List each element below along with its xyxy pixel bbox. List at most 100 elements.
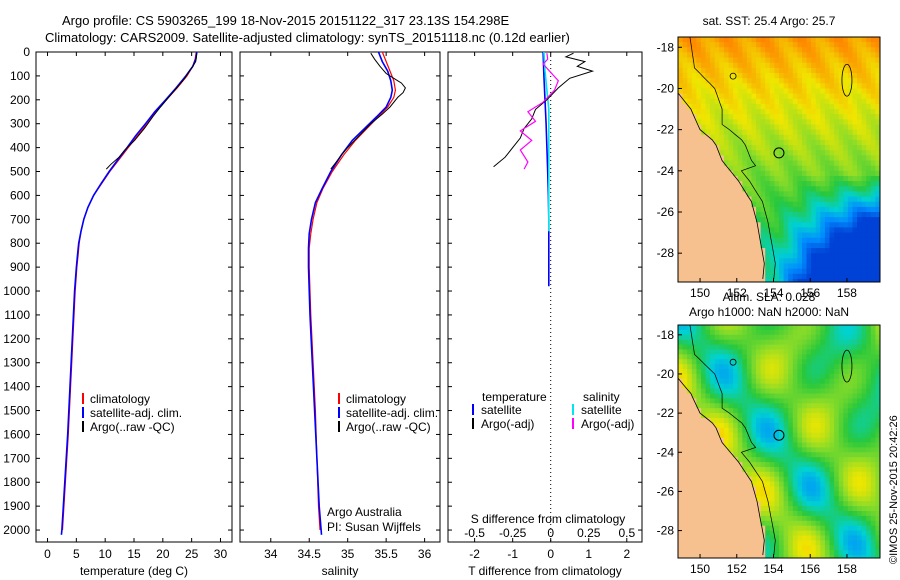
map-cell xyxy=(861,515,867,522)
map-cell xyxy=(765,139,771,146)
map-cell xyxy=(815,129,821,136)
map-cell xyxy=(779,103,785,110)
map-cell xyxy=(843,109,849,115)
map-cell xyxy=(843,349,849,355)
map-cell xyxy=(737,186,743,192)
map-cell xyxy=(815,442,821,448)
top-axis-label: S difference from climatology xyxy=(471,512,626,526)
map-cell xyxy=(723,217,730,223)
map-cell xyxy=(737,129,743,136)
map-cell xyxy=(824,201,831,208)
map-cell xyxy=(852,47,858,53)
map-cell xyxy=(880,264,885,270)
map-cell xyxy=(737,145,743,151)
map-cell xyxy=(829,73,835,79)
map-cell xyxy=(820,273,826,280)
map-cell xyxy=(756,486,762,492)
map-cell xyxy=(701,408,707,414)
map-cell xyxy=(847,227,854,234)
map-cell xyxy=(742,515,748,522)
map-cell xyxy=(852,273,858,280)
map-cell xyxy=(742,413,748,419)
map-cell xyxy=(678,545,684,551)
map-cell xyxy=(701,486,707,492)
map-cell xyxy=(802,515,808,522)
map-cell xyxy=(756,217,762,223)
map-cell xyxy=(806,119,812,126)
map-cell xyxy=(847,160,854,167)
map-cell xyxy=(880,63,885,69)
map-cell xyxy=(705,42,711,48)
map-cell xyxy=(857,165,863,172)
map-cell xyxy=(870,165,876,172)
map-cell xyxy=(788,73,794,79)
map-cell xyxy=(834,476,840,483)
map-cell xyxy=(760,540,766,546)
map-cell xyxy=(779,196,785,203)
map-cell xyxy=(728,476,734,483)
map-cell xyxy=(682,57,688,64)
map-cell xyxy=(802,540,808,546)
map-cell xyxy=(834,432,840,439)
map-cell xyxy=(696,403,702,409)
map-cell xyxy=(691,535,697,541)
map-cell xyxy=(815,73,821,79)
map-cell xyxy=(765,491,771,497)
map-cell xyxy=(742,83,748,89)
map-cell xyxy=(820,354,826,360)
map-cell xyxy=(875,364,880,370)
map-cell xyxy=(847,329,854,336)
map-cell xyxy=(774,248,780,254)
map-cell xyxy=(765,248,771,254)
map-cell xyxy=(852,181,858,187)
map-cell xyxy=(682,47,688,53)
map-cell xyxy=(765,222,771,228)
map-cell xyxy=(769,349,775,355)
map-cell xyxy=(802,37,808,43)
map-cell xyxy=(797,447,803,453)
map-cell xyxy=(678,170,684,177)
map-cell xyxy=(769,73,775,79)
map-cell xyxy=(746,258,753,264)
map-cell xyxy=(756,160,762,167)
map-cell xyxy=(774,427,780,434)
map-cell xyxy=(797,248,803,254)
map-cell xyxy=(797,62,803,69)
map-cell xyxy=(756,501,762,507)
map-cell xyxy=(866,486,872,492)
map-cell xyxy=(802,109,808,115)
map-cell xyxy=(719,329,725,336)
map-cell xyxy=(701,139,707,146)
map-cell xyxy=(760,491,766,497)
map-cell xyxy=(870,525,876,532)
map-cell xyxy=(742,196,748,203)
map-cell xyxy=(678,227,684,234)
map-cell xyxy=(723,344,730,351)
map-cell xyxy=(811,413,817,419)
map-cell xyxy=(875,67,880,74)
map-cell xyxy=(870,67,876,74)
map-cell xyxy=(737,242,743,249)
map-cell xyxy=(705,447,711,453)
map-cell xyxy=(678,408,684,414)
map-cell xyxy=(815,57,821,64)
map-cell xyxy=(682,114,688,120)
map-cell xyxy=(847,186,854,192)
map-cell xyxy=(728,248,734,254)
map-cell xyxy=(723,232,730,239)
map-cell xyxy=(857,47,863,53)
map-cell xyxy=(811,191,817,198)
map-cell xyxy=(783,134,789,141)
map-cell xyxy=(678,191,684,198)
map-cell xyxy=(710,467,716,473)
map-cell xyxy=(779,114,785,120)
map-cell xyxy=(765,501,771,507)
map-cell xyxy=(678,206,684,213)
map-cell xyxy=(820,160,826,167)
map-cell xyxy=(820,165,826,172)
map-cell xyxy=(829,403,835,409)
map-cell xyxy=(824,212,831,218)
map-cell xyxy=(774,462,780,468)
map-cell xyxy=(714,181,720,187)
map-cell xyxy=(769,268,775,275)
